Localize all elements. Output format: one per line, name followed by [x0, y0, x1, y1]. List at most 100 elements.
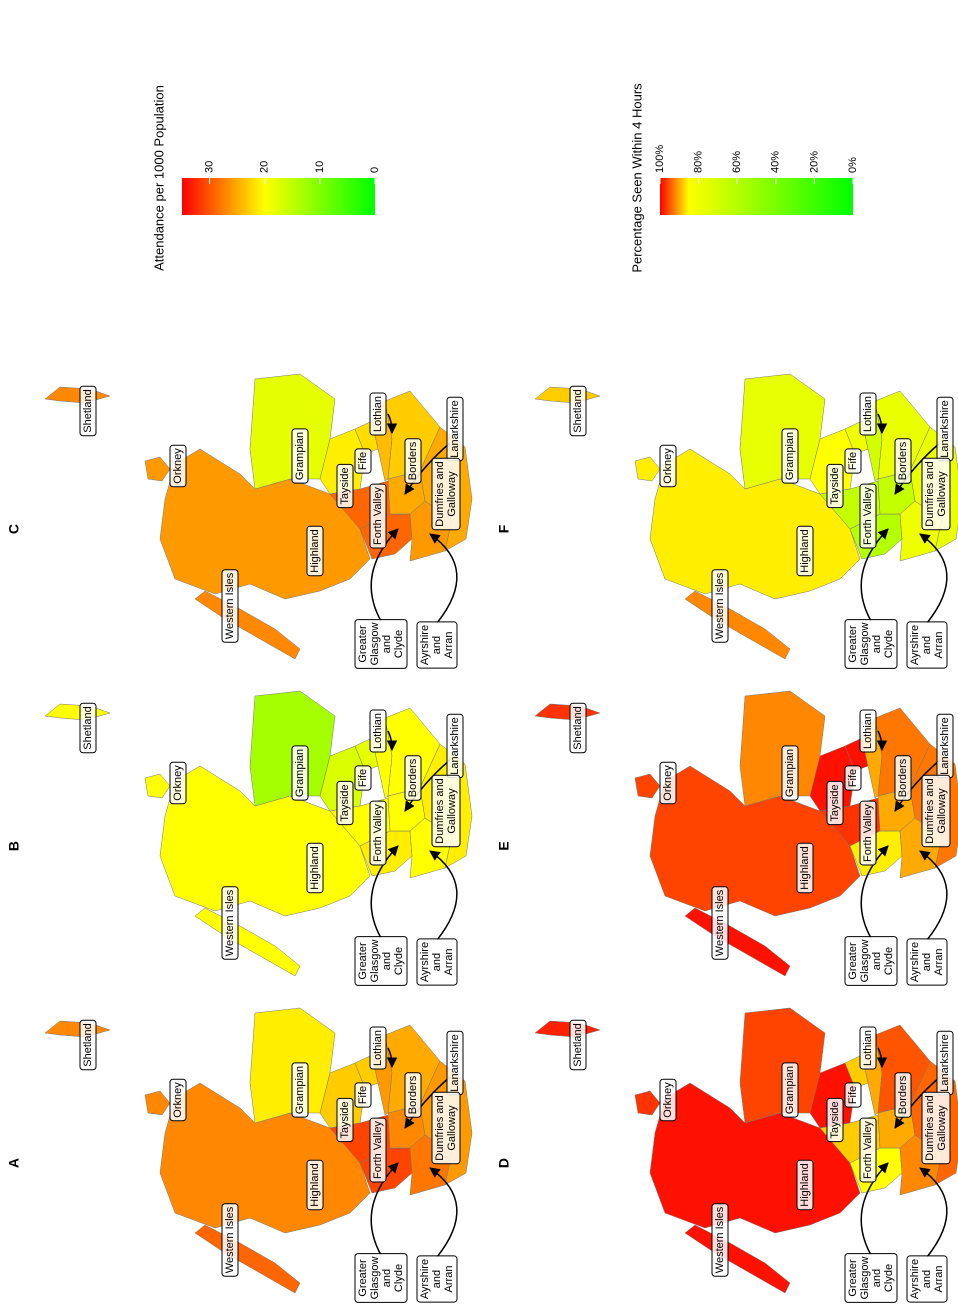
tick-label: 40%: [770, 151, 782, 173]
region: [194, 1224, 301, 1294]
region-label: Forth Valley: [859, 1117, 877, 1183]
region-name: Grampian: [294, 432, 306, 480]
label-box: [79, 702, 97, 754]
label-box: [859, 483, 877, 549]
region: [634, 456, 661, 482]
label-box: [369, 709, 387, 753]
region-name: and: [921, 1270, 933, 1288]
region-label: Orkney: [169, 761, 187, 805]
region: [44, 1020, 111, 1038]
region-name: Clyde: [393, 947, 405, 975]
region-name: Fife: [357, 452, 369, 470]
region-name: Clyde: [393, 630, 405, 658]
region-label: Western Isles: [711, 569, 729, 643]
region-name: Western Isles: [224, 889, 236, 956]
tick-label: 30: [203, 161, 215, 173]
region: [534, 703, 601, 721]
label-box: [369, 1117, 387, 1183]
region-label: Tayside: [826, 1097, 844, 1143]
label-box: [354, 936, 408, 986]
label-box: [859, 709, 877, 753]
arrow: [919, 1167, 948, 1258]
region-name: Greater: [847, 1259, 859, 1297]
label-box: [659, 444, 677, 488]
region-label: Orkney: [169, 444, 187, 488]
region-label: Highland: [796, 525, 814, 577]
region-name: and: [431, 953, 443, 971]
arrow: [429, 1167, 458, 1258]
region-name: Lanarkshire: [449, 1034, 461, 1091]
arrow: [894, 759, 941, 812]
region-name: Dumfries and: [434, 461, 446, 526]
region-name: Clyde: [883, 1264, 895, 1292]
region-label: Shetland: [79, 702, 97, 754]
region-name: Highland: [309, 846, 321, 889]
label-box: [659, 761, 677, 805]
region-label: Fife: [844, 765, 862, 791]
panel-letter: D: [496, 1158, 512, 1168]
label-box: [369, 483, 387, 549]
region-label: Lothian: [369, 1026, 387, 1070]
region: [534, 386, 601, 404]
region-name: Arran: [443, 1266, 455, 1293]
label-box: [416, 1255, 458, 1303]
arrow: [370, 845, 399, 939]
label-box: [354, 448, 372, 474]
arrow: [404, 442, 451, 495]
tick-label: 80%: [693, 151, 705, 173]
region-label: Orkney: [659, 444, 677, 488]
region-label: Shetland: [79, 1019, 97, 1071]
region-label: Ayrshire and Arran: [416, 621, 458, 669]
region-name: Forth Valley: [372, 487, 384, 545]
region-name: Orkney: [662, 765, 674, 801]
region-label: Lothian: [369, 709, 387, 753]
region-name: Lothian: [372, 396, 384, 432]
region-label: Tayside: [336, 780, 354, 826]
region: [144, 456, 171, 482]
region-label: Western Isles: [221, 886, 239, 960]
region-name: Orkney: [172, 1082, 184, 1118]
region-name: Lothian: [862, 1030, 874, 1066]
label-box: [826, 780, 844, 826]
map-panel: A Western Isles Highland Grampian Tayside Fif…: [6, 1007, 473, 1303]
region-name: Lothian: [862, 396, 874, 432]
label-box: [859, 392, 877, 436]
region-label: Forth Valley: [859, 483, 877, 549]
region-label: Highland: [306, 1159, 324, 1211]
region-label: Greater Glasgow and Clyde: [844, 619, 898, 669]
region-name: Glasgow: [369, 1257, 381, 1300]
label-box: [894, 438, 912, 484]
region-label: Grampian: [291, 1062, 309, 1118]
region-name: and: [921, 953, 933, 971]
region-name: Highland: [309, 1163, 321, 1206]
region-name: and: [381, 1269, 393, 1287]
region-name: Orkney: [662, 448, 674, 484]
label-box: [781, 745, 799, 801]
region-name: Grampian: [294, 749, 306, 797]
region-name: Tayside: [339, 467, 351, 504]
region-label: Ayrshire and Arran: [416, 1255, 458, 1303]
region-label: Grampian: [781, 428, 799, 484]
region-label: Forth Valley: [369, 483, 387, 549]
region-name: Tayside: [339, 784, 351, 821]
label-box: [431, 1091, 461, 1165]
region-label: Lanarkshire: [936, 713, 954, 779]
region-label: Greater Glasgow and Clyde: [844, 1253, 898, 1303]
region-label: Greater Glasgow and Clyde: [844, 936, 898, 986]
region-name: Forth Valley: [372, 1121, 384, 1179]
label-box: [306, 525, 324, 577]
region-name: Shetland: [82, 389, 94, 432]
region-name: Shetland: [572, 706, 584, 749]
label-box: [221, 886, 239, 960]
region-label: Ayrshire and Arran: [906, 1255, 948, 1303]
label-box: [404, 755, 422, 801]
region-name: Forth Valley: [862, 1121, 874, 1179]
label-box: [569, 1019, 587, 1071]
region: [634, 1090, 661, 1116]
region-name: and: [871, 1269, 883, 1287]
region-label: Orkney: [659, 761, 677, 805]
region-name: Galloway: [446, 471, 458, 517]
label-box: [221, 1203, 239, 1277]
region-label: Lothian: [859, 392, 877, 436]
label-box: [369, 1026, 387, 1070]
